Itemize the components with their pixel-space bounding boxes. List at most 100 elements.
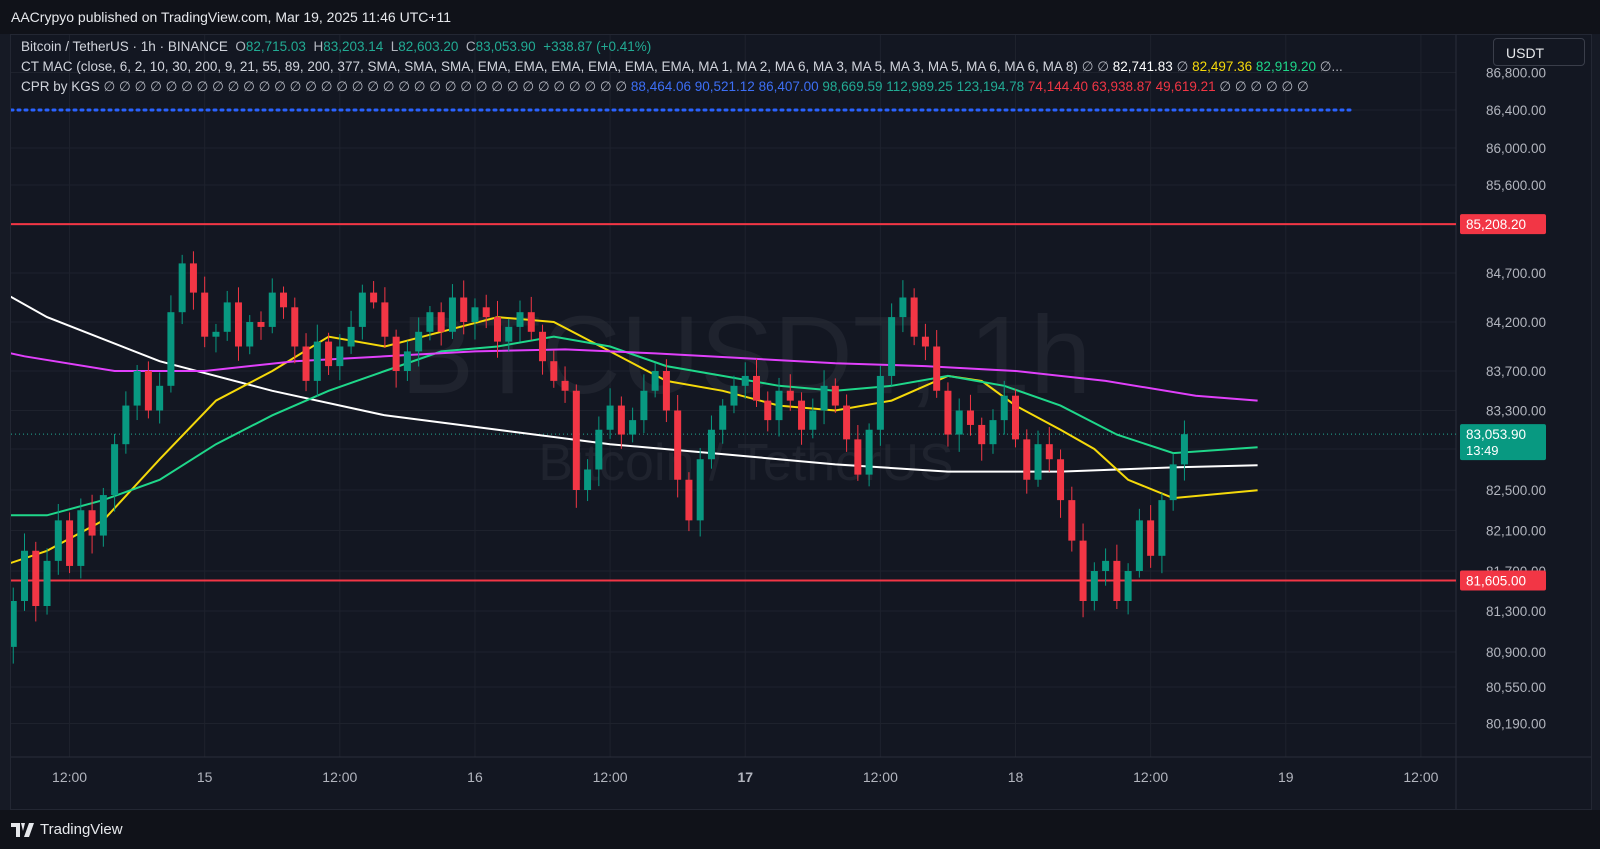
candle-body xyxy=(156,385,164,411)
candle-body xyxy=(471,307,479,322)
candle-body xyxy=(212,331,220,337)
candle-body xyxy=(234,302,242,347)
high-label: H xyxy=(313,39,324,54)
candle-body xyxy=(133,371,141,406)
candle-body xyxy=(1068,500,1076,541)
price-tick-label: 86,800.00 xyxy=(1486,66,1546,81)
change-value: +338.87 (+0.41%) xyxy=(543,39,652,54)
low-value: 82,603.20 xyxy=(398,39,459,54)
candle-body xyxy=(381,302,389,337)
candle-body xyxy=(584,469,592,490)
time-tick-label: 12:00 xyxy=(322,769,357,785)
cpr-value-2: 90,521.12 xyxy=(694,79,755,94)
high-value: 83,203.14 xyxy=(323,39,384,54)
candle-body xyxy=(606,405,614,430)
open-label: O xyxy=(235,39,246,54)
time-tick-label: 15 xyxy=(197,769,213,785)
cpr-value-9: 49,619.21 xyxy=(1155,79,1216,94)
time-tick-label: 17 xyxy=(737,769,753,785)
cpr-value-7: 74,144.40 xyxy=(1027,79,1088,94)
price-tick-label: 84,700.00 xyxy=(1486,266,1546,281)
candle-body xyxy=(1158,500,1166,556)
last-price-badge-bg xyxy=(1460,424,1546,461)
candle-body xyxy=(696,459,704,521)
candle-body xyxy=(764,400,772,421)
currency-button[interactable]: USDT xyxy=(1493,38,1585,66)
candle-body xyxy=(32,550,40,606)
tradingview-brand[interactable]: TradingView xyxy=(40,821,123,838)
symbol-name[interactable]: Bitcoin / TetherUS · 1h · BINANCE xyxy=(21,39,228,54)
candle-body xyxy=(876,375,884,430)
last-price-badge-text: 83,053.90 xyxy=(1466,427,1526,442)
candle-body xyxy=(313,341,321,381)
cpr-value-8: 63,938.87 xyxy=(1091,79,1152,94)
support-badge-bg xyxy=(1460,570,1546,591)
candle-body xyxy=(11,601,17,647)
footer-bar: TradingView xyxy=(0,810,1600,849)
candle-body xyxy=(561,380,569,391)
candle-body xyxy=(921,336,929,347)
publisher-text: AACrypyo published on TradingView.com, M… xyxy=(11,9,452,25)
cpr-value-3: 86,407.00 xyxy=(758,79,819,94)
candle-body xyxy=(516,312,524,327)
candle-body xyxy=(786,390,794,401)
candle-body xyxy=(460,297,468,322)
candle-body xyxy=(415,331,423,352)
candle-body xyxy=(178,263,186,313)
open-value: 82,715.03 xyxy=(245,39,306,54)
candle-body xyxy=(99,495,107,536)
tradingview-logo-icon[interactable] xyxy=(11,823,35,837)
time-tick-label: 12:00 xyxy=(863,769,898,785)
candle-body xyxy=(437,312,445,332)
time-tick-label: 16 xyxy=(467,769,483,785)
mac-legend[interactable]: CT MAC (close, 6, 2, 10, 30, 200, 9, 21,… xyxy=(21,57,1343,77)
price-tick-label: 80,900.00 xyxy=(1486,645,1546,660)
mac-empty-values: ∅ ∅ xyxy=(1081,59,1109,74)
candle-body xyxy=(493,317,501,342)
cpr-value-1: 88,464.06 xyxy=(630,79,691,94)
candle-body xyxy=(43,560,51,606)
candle-body xyxy=(899,297,907,318)
candle-body xyxy=(426,312,434,332)
candle-body xyxy=(854,439,862,475)
time-tick-label: 12:00 xyxy=(1403,769,1438,785)
candle-body xyxy=(640,390,648,421)
price-tick-label: 84,200.00 xyxy=(1486,315,1546,330)
price-tick-label: 85,600.00 xyxy=(1486,178,1546,193)
time-tick-label: 18 xyxy=(1008,769,1024,785)
mac-more: ∅... xyxy=(1319,59,1343,74)
time-tick-label: 12:00 xyxy=(52,769,87,785)
candle-body xyxy=(730,385,738,406)
resistance-badge-text: 85,208.20 xyxy=(1466,217,1526,232)
price-tick-label: 81,300.00 xyxy=(1486,604,1546,619)
cpr-indicator-label[interactable]: CPR by KGS xyxy=(21,79,100,94)
candle-body xyxy=(291,307,299,347)
candle-body xyxy=(674,410,682,480)
candle-body xyxy=(1090,571,1098,601)
candle-body xyxy=(189,263,197,293)
price-tick-label: 83,300.00 xyxy=(1486,404,1546,419)
cpr-legend[interactable]: CPR by KGS ∅ ∅ ∅ ∅ ∅ ∅ ∅ ∅ ∅ ∅ ∅ ∅ ∅ ∅ ∅… xyxy=(21,77,1309,97)
ma-line-4 xyxy=(11,348,1258,402)
candle-body xyxy=(302,346,310,381)
candle-body xyxy=(572,390,580,490)
mac-indicator-label[interactable]: CT MAC (close, 6, 2, 10, 30, 200, 9, 21,… xyxy=(21,59,1078,74)
candle-body xyxy=(403,351,411,371)
cpr-value-6: 123,194.78 xyxy=(956,79,1025,94)
candle-body xyxy=(955,410,963,435)
ohlc-legend[interactable]: Bitcoin / TetherUS · 1h · BINANCE O82,71… xyxy=(21,37,651,57)
candle-body xyxy=(831,385,839,406)
chart-frame[interactable]: BTCUSDT, 1h Bitcoin / TetherUS 80,190.00 80… xyxy=(10,34,1592,810)
candle-body xyxy=(1180,434,1188,465)
candle-body xyxy=(843,405,851,440)
candle-body xyxy=(325,341,333,367)
price-tick-label: 86,000.00 xyxy=(1486,141,1546,156)
candle-body xyxy=(944,390,952,435)
price-tick-label: 82,500.00 xyxy=(1486,483,1546,498)
candle-body xyxy=(66,520,74,566)
candle-body xyxy=(662,371,670,411)
candle-body xyxy=(1135,520,1143,571)
time-tick-label: 12:00 xyxy=(1133,769,1168,785)
mac-value-1: 82,741.83 xyxy=(1112,59,1173,74)
